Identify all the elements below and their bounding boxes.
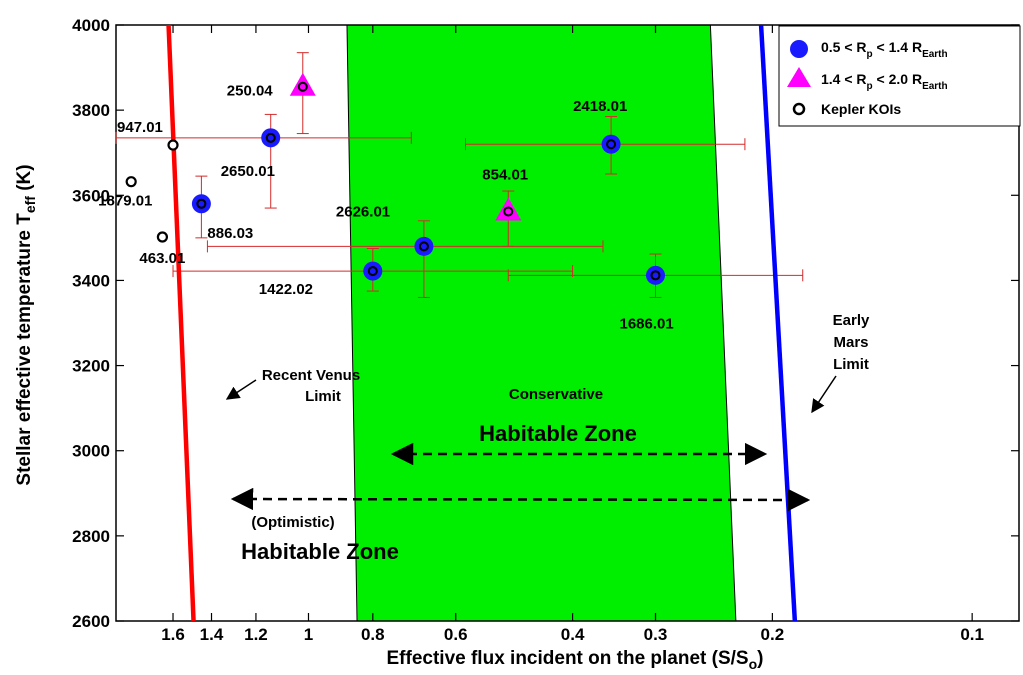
point-koi-ring-2626-01 bbox=[418, 241, 429, 252]
y-tick-label-3200: 3200 bbox=[72, 357, 110, 376]
y-tick-label-4000: 4000 bbox=[72, 16, 110, 35]
venus-limit-arrow bbox=[225, 379, 257, 400]
point-label-1686-01: 1686.01 bbox=[620, 315, 674, 332]
conservative-hz-label: Habitable Zone bbox=[479, 421, 637, 446]
point-947-01 bbox=[167, 139, 179, 151]
x-tick-label-0-8: 0.8 bbox=[361, 625, 385, 644]
point-koi-ring-1422-02 bbox=[367, 266, 378, 277]
legend: 0.5 < Rp < 1.4 REarth 1.4 < Rp < 2.0 REa… bbox=[778, 25, 1021, 127]
point-koi-ring-854-01 bbox=[503, 206, 514, 217]
legend-label-kepler-kois: Kepler KOIs bbox=[821, 101, 901, 117]
point-koi-ring-886-03 bbox=[196, 198, 207, 209]
legend-1-mid: < 2.0 R bbox=[873, 71, 922, 87]
point-463-01 bbox=[156, 231, 169, 243]
point-label-1422-02: 1422.02 bbox=[259, 281, 313, 298]
optimistic-label: (Optimistic) bbox=[251, 514, 334, 531]
limit-lines bbox=[166, 24, 798, 622]
point-koi-ring-250-04 bbox=[297, 81, 308, 92]
legend-marker-open-circle bbox=[792, 102, 806, 116]
x-tick-label-0-3: 0.3 bbox=[644, 625, 668, 644]
point-label-2626-01: 2626.01 bbox=[336, 203, 390, 220]
x-tick-label-0-4: 0.4 bbox=[561, 625, 585, 644]
y-axis-label-unit: (K) bbox=[14, 164, 35, 196]
point-854-01 bbox=[495, 197, 522, 221]
y-tick-label-3400: 3400 bbox=[72, 271, 110, 290]
point-koi-ring-1686-01 bbox=[650, 270, 661, 281]
mars-limit-label-line1: Early bbox=[833, 312, 870, 329]
legend-1-sub2: Earth bbox=[922, 81, 948, 92]
legend-0-mid: < 1.4 R bbox=[873, 39, 922, 55]
conservative-label: Conservative bbox=[509, 386, 603, 403]
point-labels: 2650.01 886.03 2626.01 1422.02 2418.01 1686.0… bbox=[98, 83, 674, 333]
venus-limit-label-line2: Limit bbox=[305, 388, 341, 405]
recent-venus-limit-line bbox=[166, 24, 196, 622]
y-axis-label-sub: eff bbox=[22, 196, 38, 213]
x-tick-label-0-6: 0.6 bbox=[444, 625, 468, 644]
legend-0-sub1: p bbox=[867, 49, 873, 60]
point-2418-01 bbox=[601, 134, 621, 154]
y-tick-label-2800: 2800 bbox=[72, 527, 110, 546]
legend-marker-circle bbox=[790, 40, 808, 58]
mars-limit-label-line3: Limit bbox=[833, 356, 869, 373]
legend-1-main: 1.4 < R bbox=[821, 71, 867, 87]
point-koi-ring-2418-01 bbox=[606, 139, 617, 150]
point-label-2650-01: 2650.01 bbox=[221, 163, 275, 180]
point-1879-01 bbox=[125, 176, 137, 188]
x-tick-label-1-2: 1.2 bbox=[244, 625, 268, 644]
point-label-2418-01: 2418.01 bbox=[573, 98, 627, 115]
y-tick-label-3800: 3800 bbox=[72, 101, 110, 120]
point-886-03 bbox=[191, 194, 211, 214]
optimistic-hz-label: Habitable Zone bbox=[241, 539, 399, 564]
x-tick-label-0-1: 0.1 bbox=[960, 625, 984, 644]
y-tick-label-3600: 3600 bbox=[72, 186, 110, 205]
point-label-463-01: 463.01 bbox=[139, 250, 185, 267]
point-2626-01 bbox=[414, 236, 434, 256]
x-axis-label: Effective flux incident on the planet (S… bbox=[387, 648, 764, 672]
optimistic-hz-arrow bbox=[230, 487, 811, 512]
plot-frame bbox=[115, 24, 1020, 622]
mars-limit-label-line2: Mars bbox=[833, 334, 868, 351]
point-1686-01 bbox=[646, 265, 666, 285]
y-tick-label-2600: 2600 bbox=[72, 612, 110, 631]
venus-limit-label-line1: Recent Venus bbox=[262, 367, 360, 384]
point-koi-ring-2650-01 bbox=[265, 132, 276, 143]
legend-marker-triangle bbox=[787, 67, 811, 87]
early-mars-limit-line bbox=[758, 24, 798, 622]
legend-1-sub1: p bbox=[867, 81, 873, 92]
x-axis-label-main: Effective flux incident on the planet (S… bbox=[387, 648, 749, 669]
y-axis-label-main: Stellar effective temperature T bbox=[14, 213, 35, 486]
point-250-04 bbox=[289, 72, 316, 96]
x-axis-label-close: ) bbox=[757, 648, 763, 669]
point-label-250-04: 250.04 bbox=[227, 83, 274, 100]
legend-label-large-planets: 1.4 < Rp < 2.0 REarth bbox=[821, 71, 948, 92]
x-tick-label-0-2: 0.2 bbox=[761, 625, 785, 644]
point-label-947-01: 947.01 bbox=[117, 119, 163, 136]
point-label-1879-01: 1879.01 bbox=[98, 193, 152, 210]
y-tick-label-3000: 3000 bbox=[72, 442, 110, 461]
data-points bbox=[125, 72, 666, 285]
legend-label-small-planets: 0.5 < Rp < 1.4 REarth bbox=[821, 39, 948, 60]
mars-limit-arrow bbox=[811, 375, 837, 414]
point-label-886-03: 886.03 bbox=[207, 225, 253, 242]
point-label-854-01: 854.01 bbox=[482, 166, 528, 183]
legend-0-sub2: Earth bbox=[922, 49, 948, 60]
legend-0-main: 0.5 < R bbox=[821, 39, 867, 55]
point-2650-01 bbox=[261, 128, 281, 148]
axes: 2600 2800 3000 3200 3400 3600 3800 4000 1.6 1.4 1.… bbox=[72, 16, 1020, 644]
y-axis-label: Stellar effective temperature Teff (K) bbox=[14, 164, 38, 485]
legend-box bbox=[778, 25, 1021, 127]
x-tick-label-1-4: 1.4 bbox=[200, 625, 224, 644]
conservative-habitable-zone-band bbox=[346, 24, 737, 622]
x-tick-label-1: 1 bbox=[304, 625, 313, 644]
point-1422-02 bbox=[363, 261, 383, 281]
x-tick-label-1-6: 1.6 bbox=[161, 625, 185, 644]
x-axis-label-sub: o bbox=[749, 656, 758, 672]
